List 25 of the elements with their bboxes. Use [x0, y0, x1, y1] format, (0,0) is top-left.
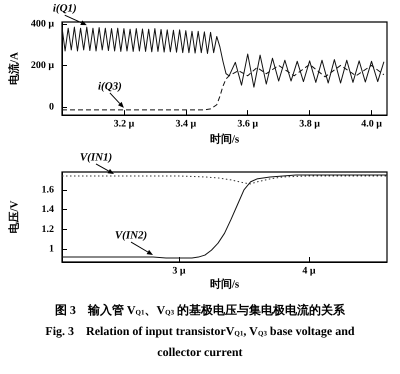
x-tick-label: 3.2 μ: [114, 118, 135, 130]
text: collector current: [157, 345, 242, 359]
y-axis-title: 电压/V: [8, 200, 20, 234]
y-tick-label: 1.2: [42, 224, 54, 235]
x-axis-title: 时间/s: [210, 278, 240, 290]
series-label: V(IN1): [80, 151, 112, 164]
line-series: [62, 174, 388, 259]
y-tick-label: 0: [49, 101, 54, 112]
y-tick-label: 1.4: [42, 204, 54, 216]
x-tick-label: 4.0 μ: [361, 118, 382, 130]
y-tick-label: 400 μ: [30, 18, 54, 30]
x-tick-label: 3.4 μ: [175, 118, 196, 130]
x-tick-label: 3.8 μ: [299, 118, 320, 130]
x-tick-label: 3.6 μ: [237, 118, 258, 130]
line-series: [62, 175, 388, 184]
x-tick-label: 4 μ: [302, 266, 316, 276]
series-label: V(IN2): [114, 230, 148, 242]
y-tick-label: 1: [49, 244, 54, 255]
y-tick-label: 1.6: [42, 184, 54, 196]
series-label: i(Q3): [98, 80, 122, 92]
series-label: i(Q1): [52, 2, 77, 15]
x-tick-label: 3 μ: [172, 266, 186, 276]
x-axis-title: 时间/s: [210, 132, 240, 146]
y-tick-label: 200 μ: [30, 60, 54, 71]
y-axis-title: 电流/A: [7, 52, 20, 86]
